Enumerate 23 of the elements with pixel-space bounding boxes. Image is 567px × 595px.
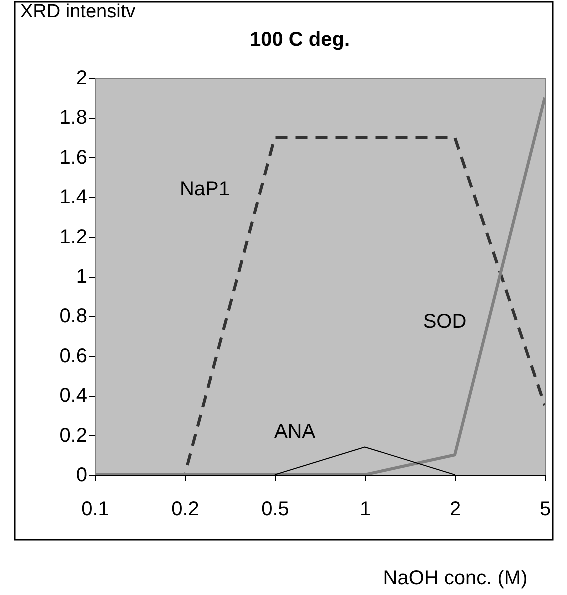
x-tick-label: 0.2 — [172, 498, 200, 520]
y-tick-label: 0.8 — [60, 306, 88, 328]
x-tick-label: 1 — [360, 498, 372, 520]
x-tick-label: 2 — [450, 498, 462, 520]
chart-title: 100 C deg. — [250, 29, 350, 51]
x-tick-label: 5 — [540, 498, 552, 520]
y-tick-label: 1.8 — [60, 107, 88, 130]
x-tick-label: 0.5 — [262, 498, 290, 520]
y-tick-label: 1 — [76, 266, 88, 288]
y-tick-label: 0 — [76, 464, 88, 486]
series-label: ANA — [274, 421, 316, 444]
x-tick-label: 0.1 — [82, 498, 110, 520]
y-tick-label: 1.2 — [60, 226, 88, 248]
y-tick-label: 0.2 — [60, 424, 88, 447]
series-label: SOD — [423, 311, 467, 334]
y-tick-label: 0.6 — [60, 345, 88, 368]
y-tick-label: 0.4 — [60, 385, 88, 408]
y-tick-label: 1.6 — [60, 146, 88, 169]
y-tick-label: 1.4 — [60, 186, 88, 209]
y-tick-label: 2 — [76, 68, 88, 90]
y-axis-title: XRD intensitv — [20, 2, 136, 22]
x-axis-title: NaOH conc. (M) — [383, 568, 528, 590]
series-label: NaP1 — [180, 178, 230, 201]
